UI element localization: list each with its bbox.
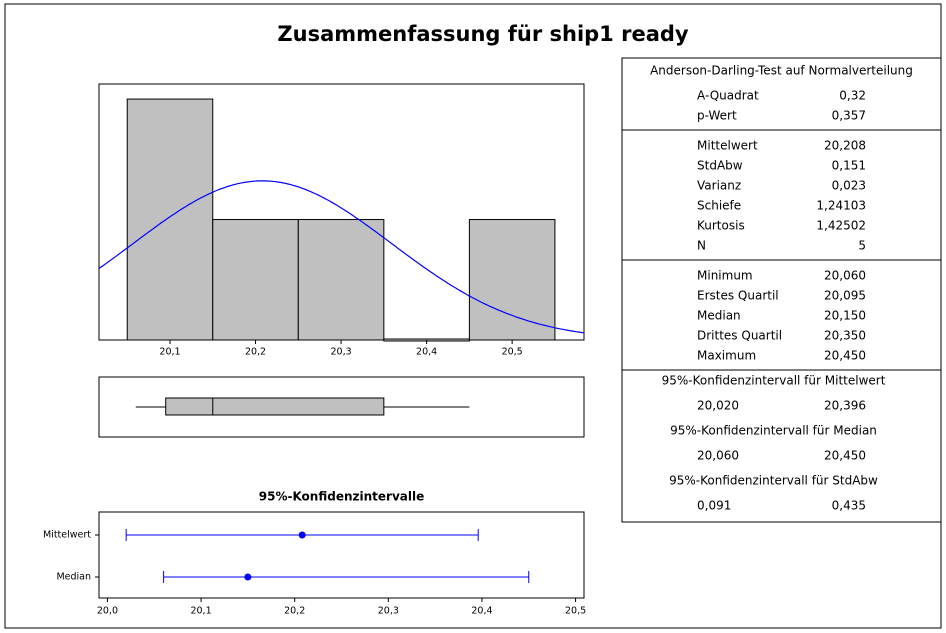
stat-value: 20,450 bbox=[824, 349, 866, 363]
x-tick-label: 20,3 bbox=[330, 347, 351, 358]
x-tick-label: 20,4 bbox=[416, 347, 437, 358]
x-tick-label: 20,1 bbox=[159, 347, 180, 358]
category-label: Median bbox=[56, 572, 91, 583]
interval-upper: 0,435 bbox=[832, 499, 866, 513]
x-tick-label: 20,3 bbox=[378, 606, 399, 617]
x-tick-label: 20,5 bbox=[565, 606, 586, 617]
histogram-bar bbox=[297, 219, 385, 341]
stat-value: 20,350 bbox=[824, 329, 866, 343]
stat-label: N bbox=[697, 239, 706, 253]
stat-value: 1,42502 bbox=[816, 219, 866, 233]
stats-table-frame bbox=[621, 57, 942, 523]
stat-value: 0,151 bbox=[832, 159, 866, 173]
interval-header: 95%-Konfidenzintervall für StdAbw bbox=[669, 474, 878, 488]
x-tick-label: 20,2 bbox=[284, 606, 305, 617]
x-tick-label: 20,4 bbox=[471, 606, 492, 617]
x-tick-label: 20,5 bbox=[502, 347, 523, 358]
x-tick-label: 20,2 bbox=[245, 347, 266, 358]
histogram-bar bbox=[212, 219, 299, 341]
interval-header: 95%-Konfidenzintervall für Mittelwert bbox=[662, 374, 886, 388]
stat-label: StdAbw bbox=[697, 159, 743, 173]
stat-label: Schiefe bbox=[697, 199, 741, 213]
interval-lower: 0,091 bbox=[697, 499, 731, 513]
stat-value: 20,095 bbox=[824, 289, 866, 303]
histogram-bar bbox=[126, 98, 214, 341]
stat-label: Median bbox=[697, 309, 741, 323]
interval-frame bbox=[98, 511, 585, 599]
stat-value: 20,060 bbox=[824, 269, 866, 283]
stat-value: 0,357 bbox=[832, 109, 866, 123]
interval-upper: 20,396 bbox=[824, 399, 866, 413]
stat-value: 0,023 bbox=[832, 179, 866, 193]
interval-title: 95%-Konfidenzintervalle bbox=[259, 490, 424, 504]
stat-label: Minimum bbox=[697, 269, 753, 283]
stat-label: Drittes Quartil bbox=[697, 329, 782, 343]
interval-header: 95%-Konfidenzintervall für Median bbox=[670, 424, 877, 438]
normal-curve bbox=[98, 180, 585, 334]
stat-label: Varianz bbox=[697, 179, 741, 193]
stat-label: p-Wert bbox=[697, 109, 737, 123]
stat-label: Maximum bbox=[697, 349, 756, 363]
stat-label: Mittelwert bbox=[697, 139, 758, 153]
stat-value: 1,24103 bbox=[816, 199, 866, 213]
stat-value: 20,208 bbox=[824, 139, 866, 153]
category-label: Mittelwert bbox=[43, 530, 91, 541]
interval-lower: 20,020 bbox=[697, 399, 739, 413]
page-title: Zusammenfassung für ship1 ready bbox=[277, 22, 689, 46]
stat-value: 5 bbox=[858, 239, 866, 253]
histogram-bar bbox=[468, 219, 556, 341]
stat-label: Kurtosis bbox=[697, 219, 745, 233]
box bbox=[165, 397, 385, 416]
stat-label: A-Quadrat bbox=[697, 89, 759, 103]
stat-label: Erstes Quartil bbox=[697, 289, 779, 303]
estimate-point bbox=[298, 531, 306, 539]
x-tick-label: 20,1 bbox=[190, 606, 211, 617]
x-tick-label: 20,0 bbox=[97, 606, 118, 617]
interval-lower: 20,060 bbox=[697, 449, 739, 463]
estimate-point bbox=[244, 573, 252, 581]
table-header: Anderson-Darling-Test auf Normalverteilu… bbox=[650, 64, 913, 78]
stat-value: 20,150 bbox=[824, 309, 866, 323]
stat-value: 0,32 bbox=[839, 89, 866, 103]
boxplot-frame bbox=[98, 376, 585, 438]
interval-upper: 20,450 bbox=[824, 449, 866, 463]
